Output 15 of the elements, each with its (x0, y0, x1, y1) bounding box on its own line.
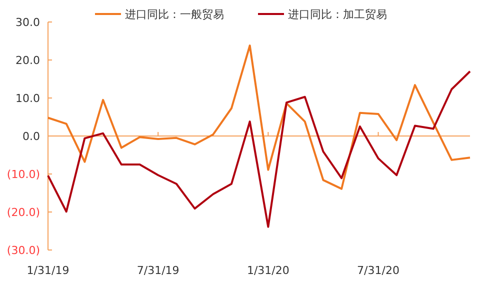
legend-label: 进口同比：加工贸易 (288, 8, 387, 21)
y-tick-label: 20.0 (16, 54, 40, 67)
x-tick-label: 1/31/19 (26, 264, 70, 277)
x-tick-label: 1/31/20 (246, 264, 290, 277)
line-series (47, 44, 471, 190)
line-series (47, 70, 471, 228)
y-tick-label: 0.0 (22, 130, 40, 143)
y-tick-label: (30.0) (6, 244, 40, 257)
y-tick-label: (10.0) (6, 168, 40, 181)
y-tick-label: (20.0) (6, 206, 40, 219)
legend-label: 进口同比：一般贸易 (125, 8, 224, 21)
y-tick-label: 10.0 (16, 92, 40, 105)
x-tick-label: 7/31/20 (357, 264, 400, 277)
y-tick-label: 30.0 (16, 16, 40, 29)
x-tick-label: 7/31/19 (136, 264, 180, 277)
